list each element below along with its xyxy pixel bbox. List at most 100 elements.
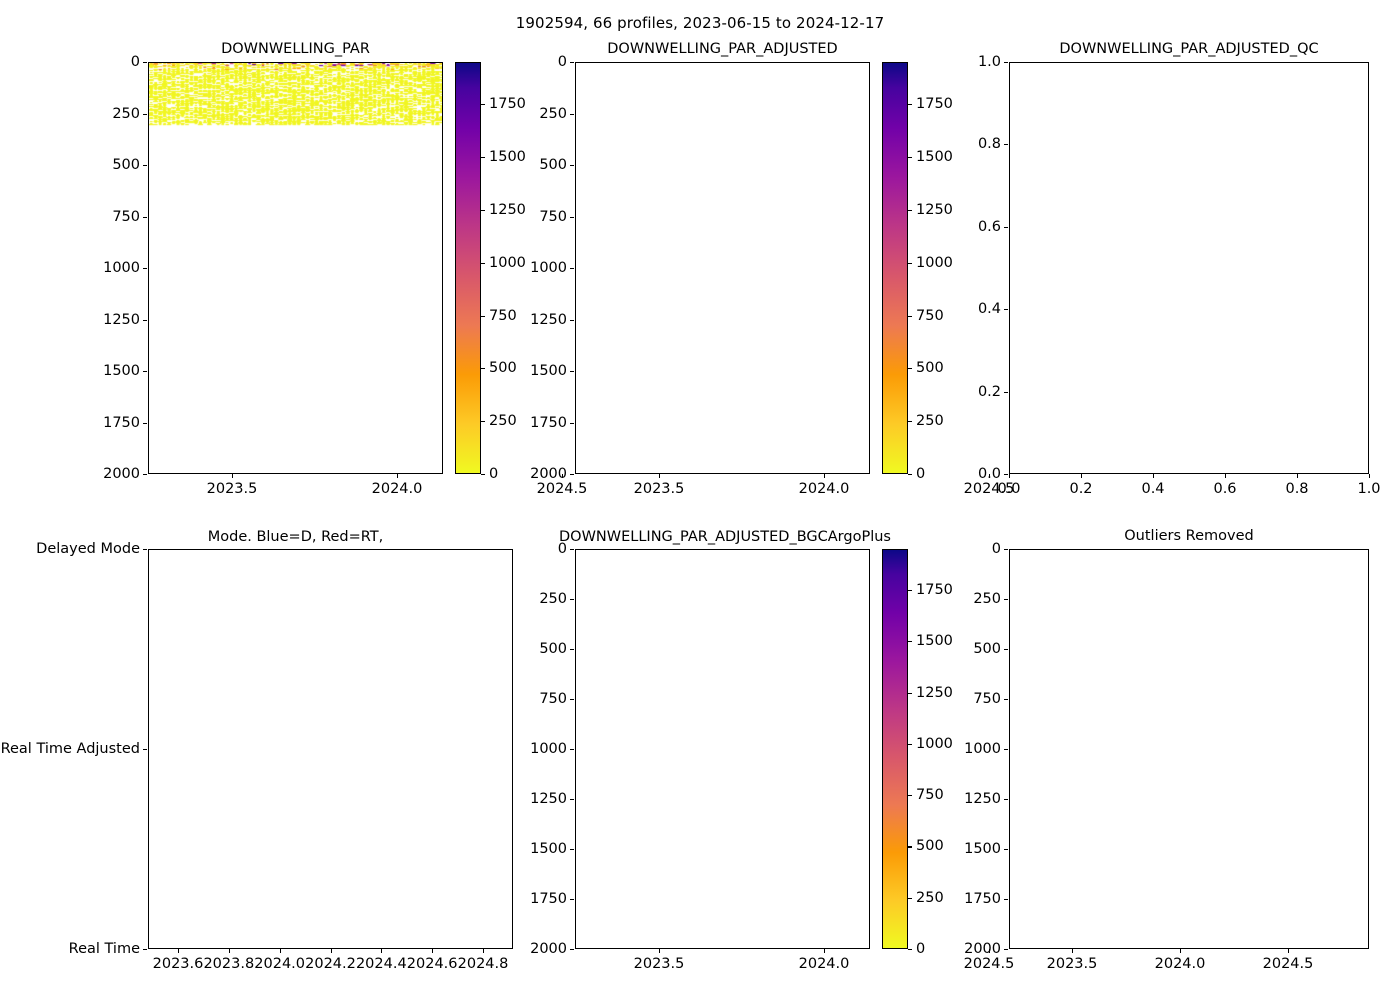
bgcargoplus-cbtick-mark: [908, 641, 912, 643]
outliers-ytick-label: 250: [973, 591, 1001, 607]
mode-ytick-label: Delayed Mode: [36, 541, 140, 557]
mode-title-line1: Mode. Blue=D, Red=RT,: [207, 529, 384, 545]
bgcargoplus-ytick-label: 250: [539, 591, 567, 607]
par-qc-xtick-label: 0.4: [1141, 481, 1165, 497]
mode-xtick-label: 2023.6: [152, 956, 204, 972]
par-qc-panel-axes: [1009, 62, 1369, 474]
par-qc-ytick-mark: [1004, 309, 1008, 311]
par-qc-ytick-mark: [1004, 62, 1008, 64]
par-qc-ytick-label: 0.0: [977, 466, 1001, 482]
par-cbtick-mark: [481, 262, 485, 264]
bgcargoplus-ytick-label: 1750: [530, 891, 567, 907]
par-cbtick-label: 1750: [489, 96, 526, 113]
outliers-ytick-label: 1250: [964, 791, 1001, 807]
par-qc-xtick-mark: [1225, 474, 1227, 478]
mode-ytick-label: Real Time: [68, 941, 140, 957]
bgcargoplus-cbtick-mark: [908, 692, 912, 694]
par-adjusted-ytick-label: 0: [557, 54, 567, 70]
par-cbtick-mark: [481, 157, 485, 159]
par-adjusted-ytick-label: 2000: [530, 466, 567, 482]
par-cbtick-label: 1500: [489, 149, 526, 166]
par-adjusted-cbtick-mark: [908, 315, 912, 317]
par-adjusted-xtick-label: 2024.5: [963, 481, 1015, 497]
par-adjusted-cbtick-mark: [908, 421, 912, 423]
par-adjusted-ytick-mark: [570, 113, 574, 115]
par-adjusted-ytick-mark: [570, 268, 574, 270]
par-qc-ytick-label: 0.4: [977, 301, 1001, 318]
par-adjusted-ytick-label: 1250: [530, 311, 567, 328]
par-adjusted-ytick-label: 750: [539, 208, 567, 225]
outliers-ytick-mark: [1004, 599, 1008, 601]
par-ytick-label: 500: [112, 157, 140, 173]
bgcargoplus-ytick-label: 750: [539, 691, 567, 707]
par-qc-xtick-label: 1.0: [1357, 481, 1381, 497]
par-cbtick-label: 250: [489, 413, 517, 430]
outliers-ytick-mark: [1004, 699, 1008, 701]
par-qc-xtick-label: 0.2: [1069, 481, 1093, 497]
bgcargoplus-colorbar: [882, 549, 908, 949]
par-adjusted-ytick-mark: [570, 62, 574, 64]
bgcargoplus-xtick-label: 2024.5: [963, 956, 1015, 972]
bgcargoplus-title-line1: DOWNWELLING_PAR_ADJUSTED_BGCArgoPlus: [559, 529, 891, 545]
par-adjusted-panel-axes: [575, 62, 870, 474]
bgcargoplus-cbtick-label: 500: [916, 838, 944, 855]
mode-ytick-label: Real Time Adjusted: [0, 741, 140, 757]
bgcargoplus-cbtick-label: 750: [916, 787, 944, 804]
par-qc-ytick-mark: [1004, 144, 1008, 146]
par-qc-xtick-mark: [1153, 474, 1155, 478]
par-adjusted-cbtick-label: 1000: [916, 254, 953, 271]
mode-xtick-mark: [483, 949, 485, 953]
bgcargoplus-ytick-mark: [570, 899, 574, 901]
par-qc-ytick-mark: [1004, 474, 1008, 476]
bgcargoplus-cbtick-mark: [908, 743, 912, 745]
par-xtick-mark: [397, 474, 399, 478]
par-panel-axes: [148, 62, 443, 474]
outliers-ytick-label: 0: [991, 541, 1001, 557]
par-adjusted-ytick-mark: [570, 474, 574, 476]
par-qc-xtick-mark: [1369, 474, 1371, 478]
mode-xtick-label: 2024.2: [305, 956, 356, 972]
par-adjusted-xtick-label: 2023.5: [633, 481, 685, 497]
outliers-xtick-mark: [1288, 949, 1290, 953]
par-ytick-label: 750: [112, 208, 140, 225]
par-adjusted-cbtick-mark: [908, 474, 912, 476]
bgcargoplus-ytick-label: 1000: [530, 741, 567, 757]
par-qc-ytick-mark: [1004, 226, 1008, 228]
outliers-xtick-label: 2023.5: [1046, 956, 1098, 972]
outliers-ytick-label: 1000: [964, 741, 1001, 757]
par-xtick-mark: [562, 474, 564, 478]
par-ytick-label: 1750: [103, 414, 140, 431]
par-adjusted-cbtick-label: 0: [916, 466, 926, 482]
bgcargoplus-ytick-mark: [570, 599, 574, 601]
par-qc-ytick-label: 1.0: [977, 54, 1001, 70]
bgcargoplus-ytick-mark: [570, 649, 574, 651]
par-qc-xtick-mark: [1009, 474, 1011, 478]
bgcargoplus-xtick-mark: [659, 949, 661, 953]
mode-xtick-label: 2023.8: [203, 956, 255, 972]
par-ytick-mark: [143, 268, 147, 270]
par-adjusted-ytick-label: 500: [539, 157, 567, 173]
bgcargoplus-ytick-label: 500: [539, 641, 567, 657]
par-adjusted-cbtick-mark: [908, 104, 912, 106]
bgcargoplus-ytick-mark: [570, 699, 574, 701]
par-ytick-mark: [143, 165, 147, 167]
par-adjusted-cbtick-mark: [908, 157, 912, 159]
par-adjusted-ytick-mark: [570, 319, 574, 321]
bgcargoplus-cbtick-label: 1250: [916, 684, 953, 701]
bgcargoplus-ytick-label: 2000: [530, 941, 567, 957]
mode-panel-axes: [148, 549, 513, 949]
bgcargoplus-ytick-label: 0: [557, 541, 567, 557]
par-ytick-mark: [143, 113, 147, 115]
bgcargoplus-ytick-mark: [570, 549, 574, 551]
par-colorbar: [455, 62, 481, 474]
bgcargoplus-xtick-mark: [989, 949, 991, 953]
par-xtick-label: 2024.0: [371, 481, 423, 497]
par-adjusted-cbtick-label: 1250: [916, 201, 953, 218]
par-adjusted-cbtick-label: 750: [916, 307, 944, 324]
par-cbtick-label: 1250: [489, 201, 526, 218]
mode-xtick-mark: [228, 949, 230, 953]
par-xtick-mark: [232, 474, 234, 478]
par-qc-panel-title: DOWNWELLING_PAR_ADJUSTED_QC: [1059, 41, 1319, 57]
outliers-ytick-label: 500: [973, 641, 1001, 657]
mode-xtick-mark: [381, 949, 383, 953]
